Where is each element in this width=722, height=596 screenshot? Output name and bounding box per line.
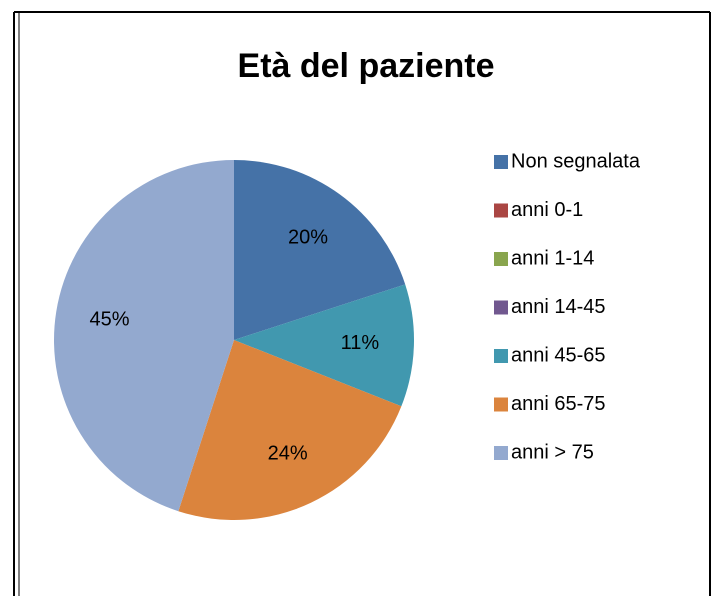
- pie-slice: [234, 284, 415, 407]
- data-label: 11%: [341, 332, 380, 354]
- data-label: 45%: [90, 309, 130, 331]
- data-label: 20%: [288, 226, 328, 248]
- pie-slice: [234, 160, 406, 340]
- chart-title: Età del paziente: [238, 47, 495, 85]
- legend-swatch: [494, 397, 508, 412]
- legend-swatch: [494, 203, 508, 218]
- legend-label: anni 1-14: [511, 247, 594, 269]
- legend-swatch: [494, 446, 508, 460]
- legend-swatch: [494, 300, 508, 315]
- data-label: 24%: [268, 442, 308, 464]
- legend-label: anni 65-75: [511, 393, 606, 415]
- legend-swatch: [494, 349, 508, 363]
- legend-label: anni 14-45: [511, 296, 606, 318]
- legend-label: anni > 75: [511, 441, 594, 463]
- pie-slice: [178, 340, 402, 520]
- legend-label: Non segnalata: [511, 150, 641, 172]
- pie-slice: [53, 160, 234, 512]
- legend-label: anni 0-1: [511, 199, 583, 221]
- legend-swatch: [494, 252, 508, 266]
- legend-label: anni 45-65: [511, 344, 606, 366]
- legend-swatch: [494, 155, 508, 169]
